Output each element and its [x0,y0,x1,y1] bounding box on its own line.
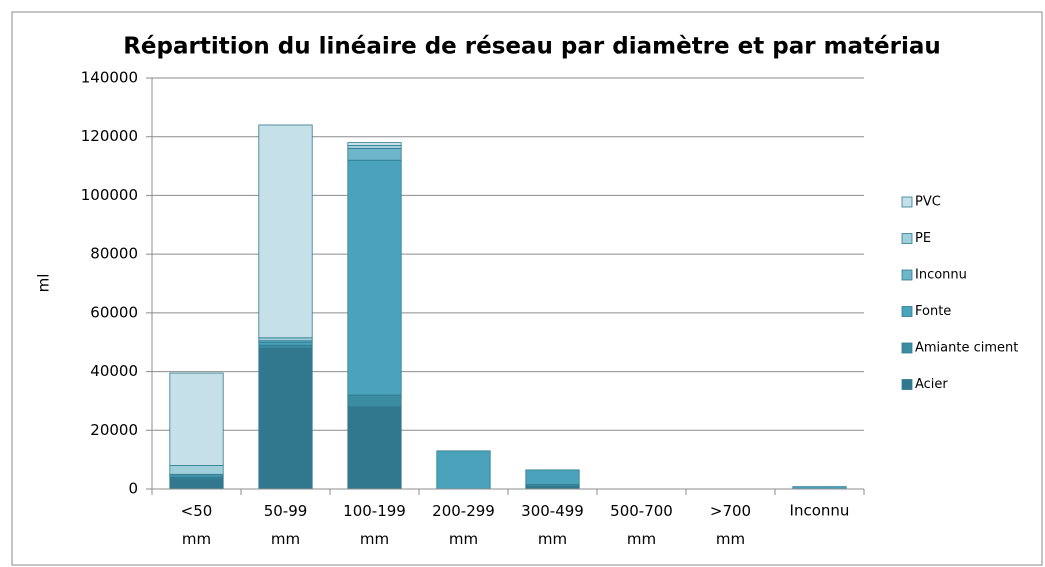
bar-segment [525,469,580,485]
legend-label: PE [915,231,931,246]
y-tick-label: 0 [128,480,138,498]
bar-segment [347,406,402,490]
chart-title: Répartition du linéaire de réseau par di… [123,34,941,60]
legend-swatch [901,196,913,208]
bar-segment [347,145,402,149]
legend-label: Amiante ciment [915,341,1018,356]
legend-swatch [901,306,913,317]
legend-swatch [901,233,913,244]
legend-swatch [901,342,913,354]
y-tick-label: 40000 [90,362,138,380]
legend-label: Fonte [915,304,951,319]
bar-segment [347,394,402,408]
x-tick-label: 300-499 mm [521,502,584,548]
y-tick-label: 100000 [81,186,138,204]
bar-segment [169,372,224,466]
y-tick-label: 140000 [81,69,138,87]
bar-segment [258,341,313,346]
x-tick-label: 100-199 mm [343,502,406,548]
y-tick-label: 120000 [81,127,138,145]
legend-label: Inconnu [915,268,967,283]
bar-segment [347,142,402,146]
x-tick-label: 200-299 mm [432,502,495,548]
bar-segment [169,478,224,490]
y-axis-label: ml [35,274,53,293]
bar-segment [169,465,224,475]
y-tick-label: 80000 [90,245,138,263]
bar-segment [258,337,313,342]
legend-label: Acier [915,377,948,392]
y-tick-label: 20000 [90,421,138,439]
x-tick-label: <50 mm [181,502,213,548]
legend-swatch [901,379,913,390]
legend-label: PVC [915,195,941,210]
x-tick-label: 50-99 mm [264,502,308,548]
x-tick-label: >700 mm [710,502,751,548]
bar-segment [258,347,313,490]
bar-segment [436,450,491,490]
legend-swatch [901,269,913,281]
bar-segment [258,124,313,339]
bar-segment [347,148,402,161]
bar-segment [347,159,402,396]
x-tick-label: Inconnu [790,502,850,520]
bar-segment [258,344,313,349]
x-tick-label: 500-700 mm [610,502,673,548]
y-tick-label: 60000 [90,303,138,321]
